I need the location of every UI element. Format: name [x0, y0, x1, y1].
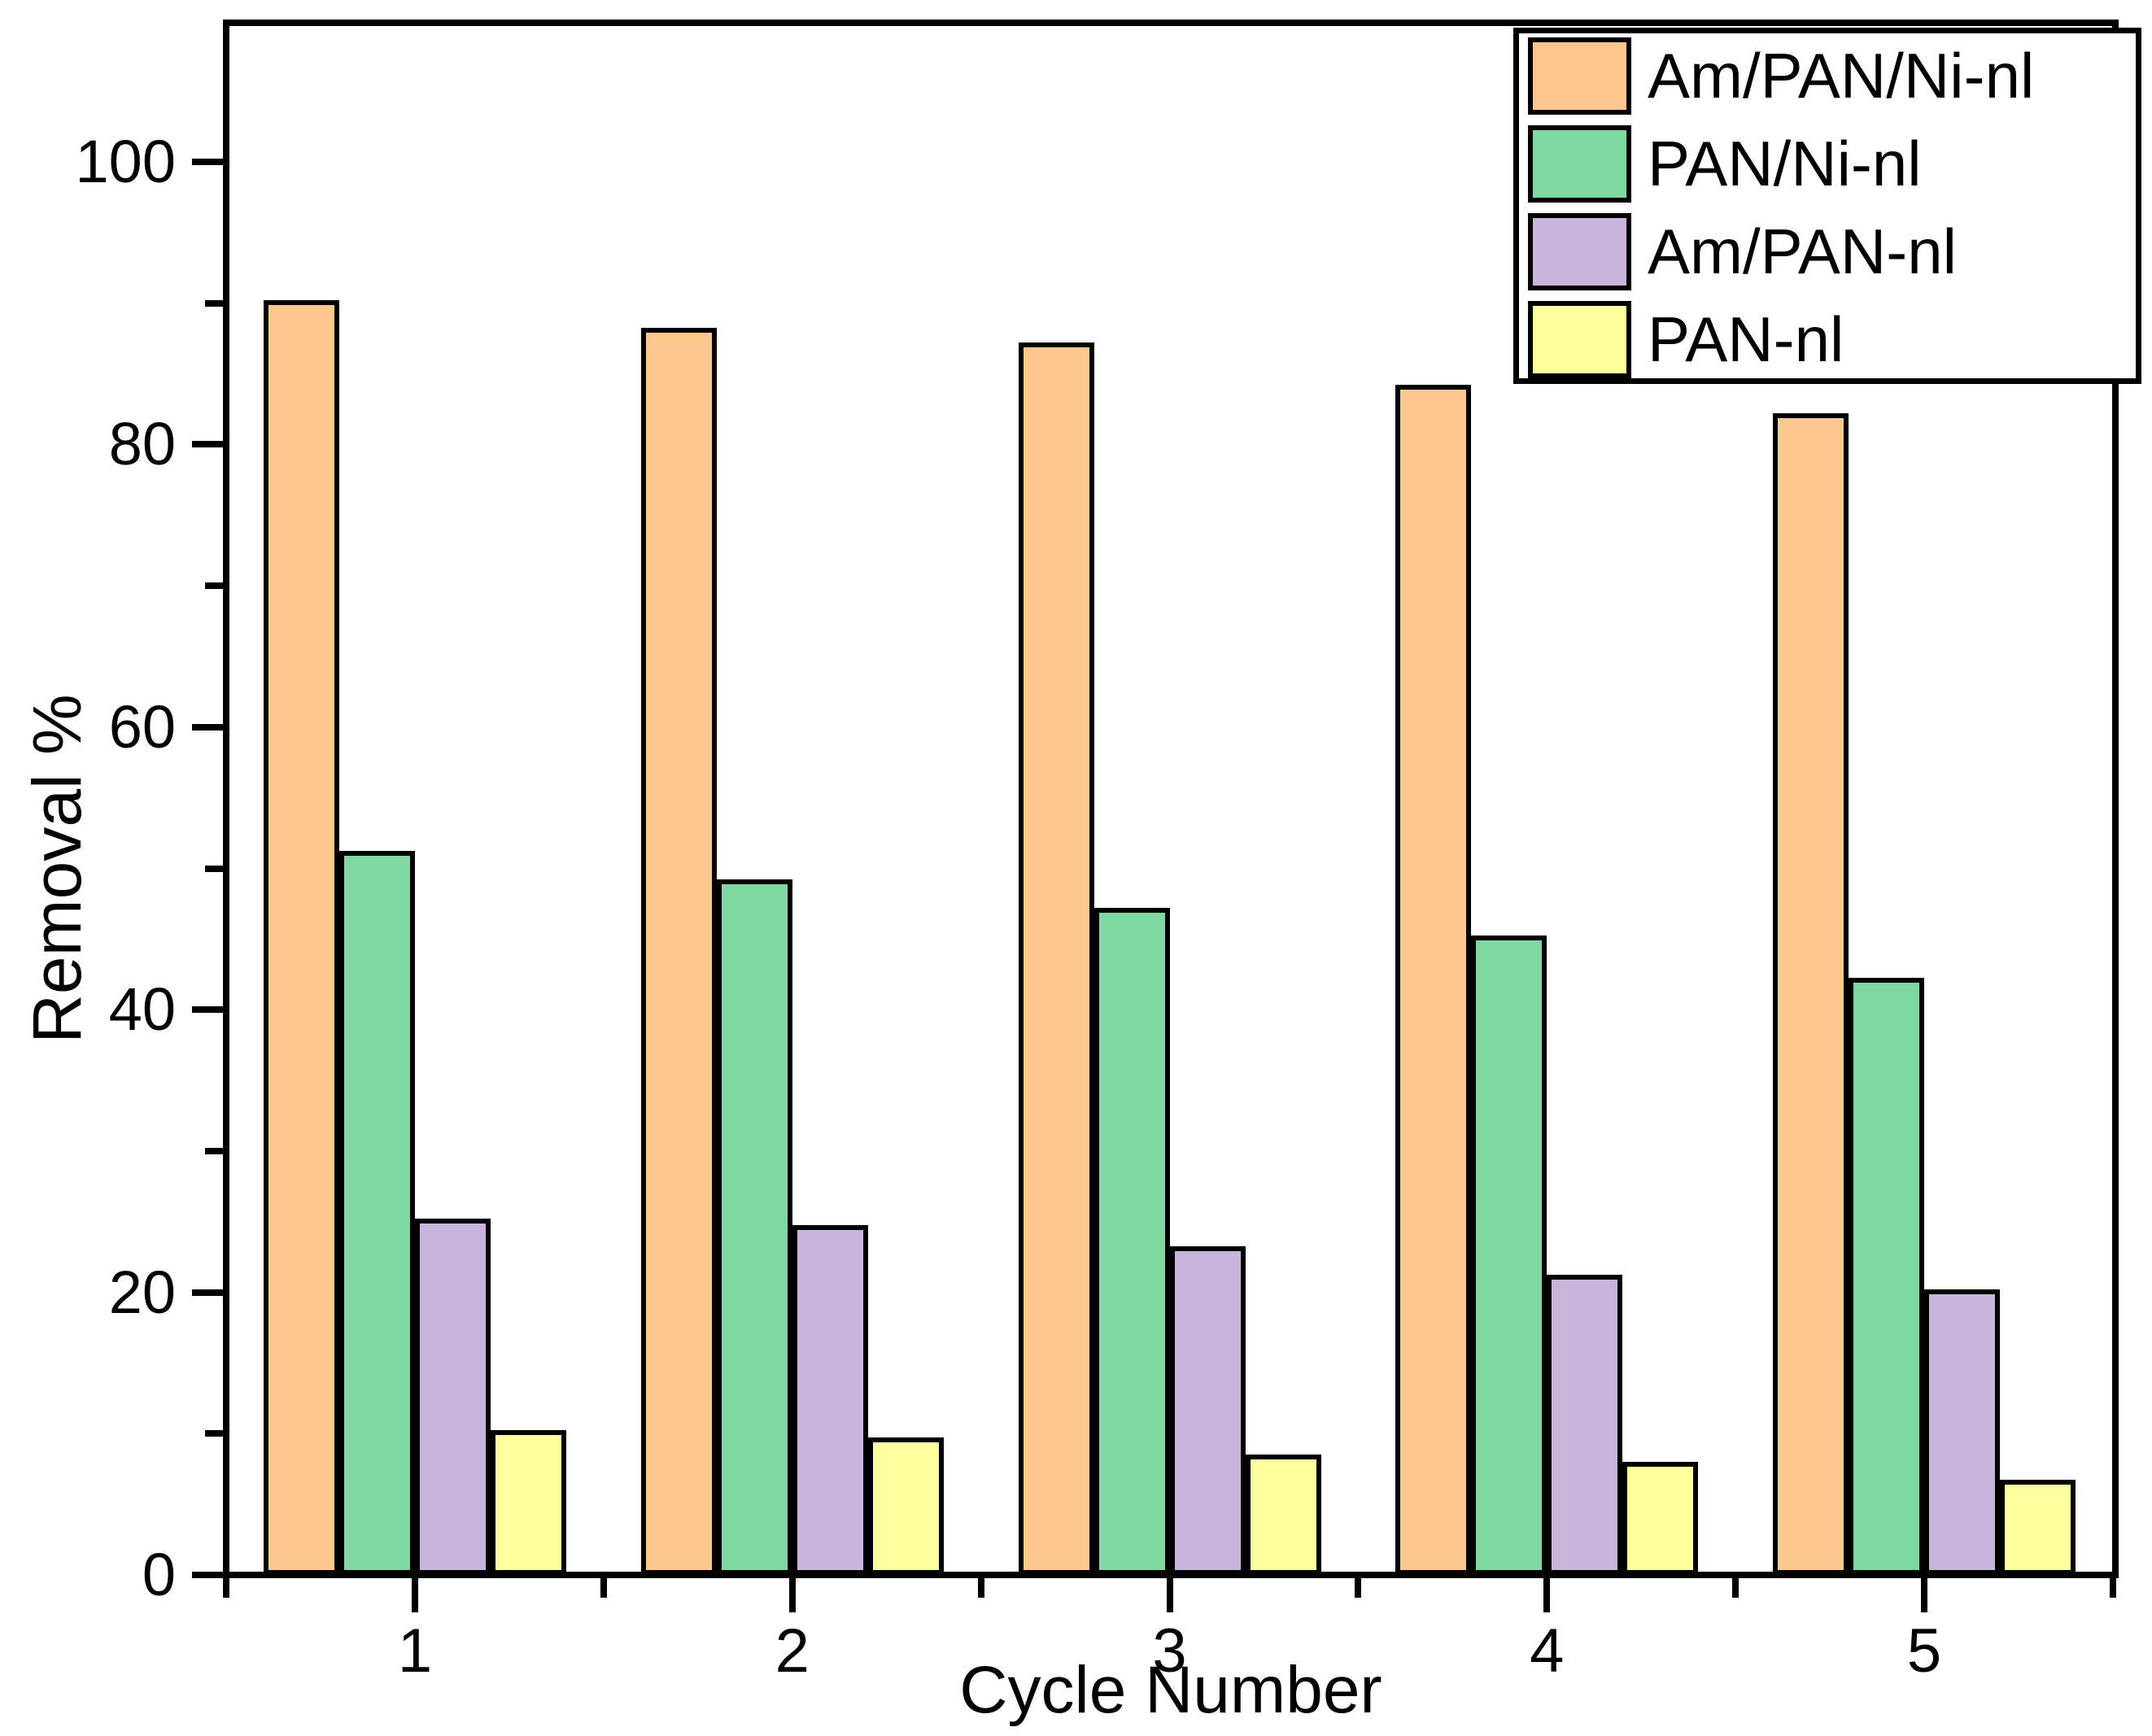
y-tick-label: 60 [108, 692, 176, 761]
x-major-tick [788, 1575, 796, 1612]
y-minor-tick [205, 299, 226, 307]
bar [2000, 1480, 2076, 1575]
y-minor-tick [205, 582, 226, 590]
bar [1773, 412, 1849, 1575]
y-tick-label: 80 [108, 410, 176, 478]
legend-swatch [1528, 301, 1631, 378]
bar [716, 879, 792, 1575]
y-tick-label: 40 [108, 975, 176, 1044]
legend-item: PAN-nl [1528, 301, 2136, 378]
x-minor-tick [223, 1575, 230, 1598]
legend-label: PAN/Ni-nl [1648, 128, 1922, 199]
y-major-tick [192, 1572, 226, 1578]
bar [1622, 1461, 1699, 1575]
x-major-tick [412, 1575, 418, 1612]
y-tick-label: 100 [75, 128, 176, 195]
bar [1169, 1246, 1246, 1575]
y-major-tick [192, 723, 226, 731]
x-minor-tick [2109, 1575, 2116, 1598]
bar [1924, 1289, 2000, 1575]
bar [415, 1218, 491, 1575]
x-minor-tick [1732, 1575, 1739, 1598]
legend-label: Am/PAN-nl [1648, 216, 1957, 287]
legend-swatch [1528, 37, 1631, 115]
bar [491, 1430, 566, 1575]
x-minor-tick [977, 1575, 984, 1598]
y-minor-tick [205, 1147, 226, 1154]
bar [1547, 1275, 1623, 1575]
y-axis-title: Removal % [19, 694, 95, 1044]
legend-swatch [1528, 125, 1631, 203]
x-tick-label: 1 [397, 1616, 433, 1686]
y-major-tick [192, 1006, 226, 1014]
x-major-tick [1921, 1575, 1927, 1612]
y-tick-label: 20 [108, 1258, 176, 1326]
x-tick-label: 5 [1906, 1616, 1942, 1686]
y-tick-label: 0 [142, 1541, 176, 1608]
bar [1093, 907, 1170, 1575]
bar [792, 1225, 868, 1575]
bar [1018, 342, 1094, 1575]
y-major-tick [192, 441, 226, 448]
x-tick-label: 4 [1530, 1616, 1565, 1686]
legend-label: Am/PAN/Ni-nl [1648, 40, 2035, 111]
legend-item: Am/PAN-nl [1528, 213, 2136, 290]
y-major-tick [192, 1289, 226, 1296]
bar [339, 851, 415, 1575]
x-tick-label: 2 [775, 1616, 810, 1686]
bar [1471, 936, 1547, 1575]
legend: Am/PAN/Ni-nl PAN/Ni-nl Am/PAN-nl PAN-nl [1513, 28, 2141, 384]
bar [1395, 384, 1472, 1575]
bar [640, 328, 717, 1575]
x-major-tick [1166, 1575, 1173, 1612]
bar [1245, 1454, 1321, 1575]
legend-item: PAN/Ni-nl [1528, 125, 2136, 203]
bar [264, 299, 339, 1575]
bar [1849, 978, 1924, 1575]
y-minor-tick [205, 865, 226, 872]
y-major-tick [192, 159, 226, 165]
x-tick-label: 3 [1152, 1616, 1187, 1686]
legend-item: Am/PAN/Ni-nl [1528, 37, 2136, 115]
x-minor-tick [600, 1575, 607, 1598]
legend-label: PAN-nl [1648, 303, 1844, 375]
x-major-tick [1543, 1575, 1551, 1612]
y-minor-tick [205, 1430, 226, 1437]
x-axis-title: Cycle Number [959, 1653, 1382, 1727]
bar [867, 1437, 944, 1575]
x-minor-tick [1355, 1575, 1362, 1598]
legend-swatch [1528, 213, 1631, 290]
